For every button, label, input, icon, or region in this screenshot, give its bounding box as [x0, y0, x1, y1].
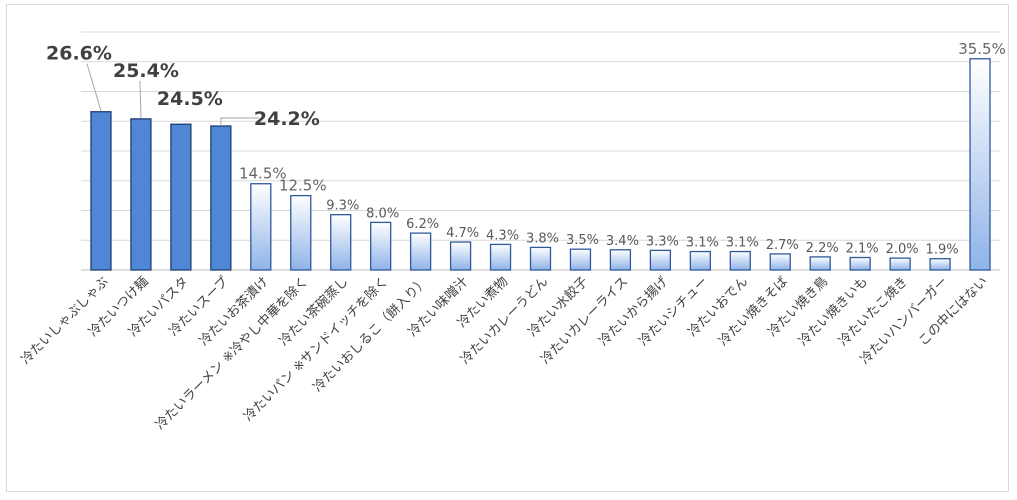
data-label: 2.7% — [766, 238, 799, 253]
category-label: 冷たいから揚げ — [596, 274, 672, 350]
data-label: 2.1% — [846, 242, 879, 257]
bar — [729, 250, 751, 271]
bar — [529, 246, 552, 271]
category-label: 冷たいシチュー — [636, 274, 711, 349]
data-label: 3.8% — [526, 231, 559, 246]
data-label: 12.5% — [279, 177, 327, 195]
data-label: 24.2% — [254, 108, 320, 130]
category-labels: 冷たいしゃぶしゃぶ冷たいつけ麺冷たいパスタ冷たいスープ冷たいお茶漬け冷たいラーメ… — [18, 274, 990, 433]
data-label: 3.1% — [726, 236, 759, 251]
label-leader-line — [220, 117, 259, 127]
bar — [769, 253, 791, 271]
bar — [569, 248, 592, 271]
bar — [929, 258, 951, 271]
bar — [449, 241, 472, 271]
data-label: 9.3% — [326, 199, 359, 214]
data-label: 4.3% — [486, 228, 519, 243]
bar — [489, 243, 512, 271]
category-label: 冷たいたこ焼き — [836, 274, 911, 349]
bar — [689, 250, 711, 271]
bar-chart: 26.6%25.4% 24.5% 24.2% 14.5%12.5% 9.3% 8.0% 6.… — [18, 31, 1006, 433]
category-label: この中にはない — [916, 274, 991, 349]
bar — [849, 256, 871, 271]
data-label: 6.2% — [406, 217, 439, 232]
category-label: 冷たい焼きそば — [716, 274, 791, 349]
bar — [809, 256, 831, 271]
bar — [889, 257, 911, 271]
bar — [210, 125, 232, 271]
data-label: 24.5% — [157, 88, 223, 110]
data-label: 3.1% — [686, 236, 719, 251]
bar — [649, 249, 672, 271]
bar — [409, 232, 432, 271]
label-leader-line — [139, 80, 142, 118]
data-label: 25.4% — [113, 60, 179, 82]
bar — [290, 194, 312, 271]
bar — [170, 123, 192, 271]
bar — [130, 118, 152, 271]
data-label: 2.0% — [886, 242, 919, 257]
category-label: 冷たい焼きいも — [796, 274, 871, 349]
data-label: 3.5% — [566, 233, 599, 248]
data-label: 3.4% — [606, 234, 639, 249]
bar — [969, 58, 991, 271]
bar — [250, 183, 272, 271]
label-leader-line — [86, 63, 102, 111]
gridlines — [81, 31, 1000, 271]
data-label: 26.6% — [46, 43, 112, 65]
data-label: 35.5% — [958, 40, 1006, 58]
bar — [609, 249, 632, 271]
data-label: 4.7% — [446, 226, 479, 241]
data-label: 14.5% — [239, 165, 287, 183]
bar — [90, 111, 112, 271]
data-label: 3.3% — [646, 234, 679, 249]
data-label: 8.0% — [366, 206, 399, 221]
chart-frame: 26.6% 25.4% 24.5% 24.2% 14.5% 12.5% 9.3% 8.0% 6.… — [6, 4, 1009, 492]
data-label: 1.9% — [926, 243, 959, 258]
data-label: 2.2% — [806, 241, 839, 256]
bar — [370, 221, 392, 271]
bar — [330, 214, 352, 271]
data-labels: 26.6%25.4% 24.5% 24.2% 14.5%12.5% 9.3% 8.0% 6.… — [46, 40, 1006, 258]
category-label: 冷たいパン ※サンドイッチを除く — [241, 274, 391, 424]
category-label: 冷たいお茶漬け — [196, 274, 272, 350]
category-label: 冷たい茶碗蒸し — [276, 274, 352, 350]
bars — [90, 58, 991, 271]
